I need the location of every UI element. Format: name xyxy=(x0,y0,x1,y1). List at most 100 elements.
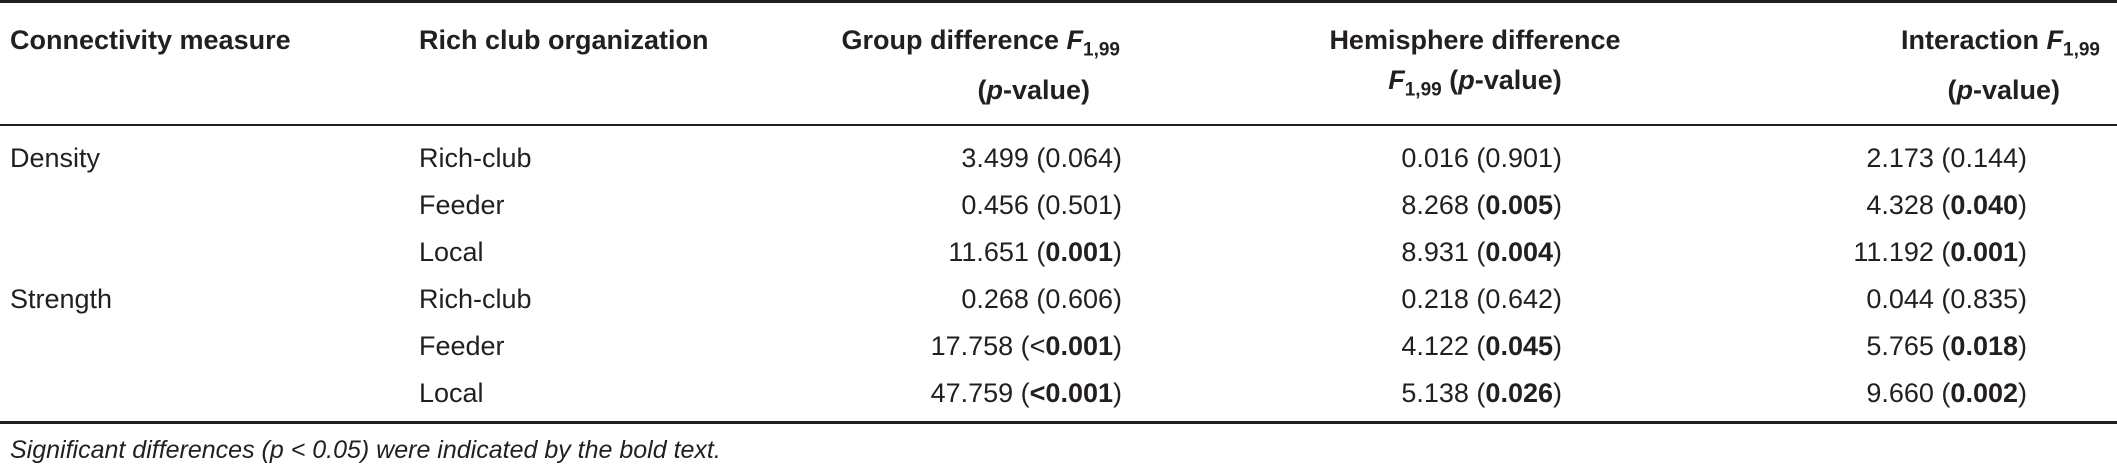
table-row: Feeder 17.758 (<0.001) 4.122 (0.045) 5.765 … xyxy=(0,323,2117,370)
table-top-rule xyxy=(0,0,2117,3)
organization-cell: Local xyxy=(419,237,484,267)
header-connectivity-measure: Connectivity measure xyxy=(10,20,291,60)
p-value: 0.018 xyxy=(1950,331,2018,361)
p-value: 0.144 xyxy=(1950,143,2018,173)
interaction-cell: 0.044 (0.835) xyxy=(1866,276,2027,323)
header-col3-subscript: 1,99 xyxy=(1083,39,1120,61)
f-statistic: 0.218 ( xyxy=(1401,284,1486,314)
header-col3-line1: Group difference F1,99 xyxy=(720,20,1120,70)
f-statistic: 2.173 ( xyxy=(1866,143,1951,173)
p-value: 0.501 xyxy=(1045,190,1113,220)
f-statistic: 4.328 ( xyxy=(1866,190,1951,220)
close-paren: ) xyxy=(2018,331,2027,361)
p-value: 0.606 xyxy=(1045,284,1113,314)
close-paren: ) xyxy=(1553,237,1562,267)
table-footnote: Significant differences (p < 0.05) were … xyxy=(10,436,721,464)
close-paren: ) xyxy=(1113,190,1122,220)
table-header-rule xyxy=(0,124,2117,126)
close-paren: ) xyxy=(1553,378,1562,408)
hemisphere-difference-cell: 5.138 (0.026) xyxy=(1401,370,1562,417)
interaction-cell: 4.328 (0.040) xyxy=(1866,182,2027,229)
organization-cell: Feeder xyxy=(419,190,505,220)
group-difference-cell: 3.499 (0.064) xyxy=(961,135,1122,182)
measure-cell: Strength xyxy=(10,284,113,314)
close-paren: ) xyxy=(2018,284,2027,314)
group-difference-cell: 0.268 (0.606) xyxy=(961,276,1122,323)
header-interaction: Interaction F1,99 (p-value) xyxy=(1700,20,2100,110)
f-statistic: 11.651 ( xyxy=(948,237,1046,267)
table-row: Feeder 0.456 (0.501) 8.268 (0.005) 4.328 (0… xyxy=(0,182,2117,229)
p-value: 0.005 xyxy=(1485,190,1553,220)
close-paren: ) xyxy=(1553,190,1562,220)
f-statistic: 4.122 ( xyxy=(1401,331,1486,361)
interaction-cell: 11.192 (0.001) xyxy=(1853,229,2027,276)
close-paren: ) xyxy=(1113,378,1122,408)
header-col3-pvalue: -value) xyxy=(1002,75,1090,106)
header-col2-label: Rich club organization xyxy=(419,25,709,55)
close-paren: ) xyxy=(1113,284,1122,314)
group-difference-cell: 17.758 (<0.001) xyxy=(931,323,1122,370)
header-col3-f-symbol: F xyxy=(1066,25,1084,55)
p-value: 0.040 xyxy=(1950,190,2018,220)
header-col3-prefix: Group difference xyxy=(841,25,1067,55)
p-value: 0.835 xyxy=(1950,284,2018,314)
header-col5-line1: Interaction F1,99 xyxy=(1700,20,2100,70)
p-value: 0.001 xyxy=(1045,237,1113,267)
p-value: 0.642 xyxy=(1485,284,1553,314)
header-rich-club-organization: Rich club organization xyxy=(419,20,709,60)
group-difference-cell: 11.651 (0.001) xyxy=(948,229,1122,276)
hemisphere-difference-cell: 8.268 (0.005) xyxy=(1401,182,1562,229)
table-row: Strength Rich-club 0.268 (0.606) 0.218 (0.6… xyxy=(0,276,2117,323)
organization-cell: Rich-club xyxy=(419,143,532,173)
hemisphere-difference-cell: 8.931 (0.004) xyxy=(1401,229,1562,276)
f-statistic: 5.765 ( xyxy=(1866,331,1951,361)
close-paren: ) xyxy=(1113,143,1122,173)
p-value: 0.001 xyxy=(1950,237,2018,267)
organization-cell: Rich-club xyxy=(419,284,532,314)
header-col4-subscript: 1,99 xyxy=(1404,79,1442,101)
header-col4-line1: Hemisphere difference xyxy=(1329,25,1621,55)
measure-cell: Density xyxy=(10,143,101,173)
f-statistic: 0.044 ( xyxy=(1866,284,1951,314)
header-col5-line2: (p-value) xyxy=(1947,75,2060,106)
table-row: Density Rich-club 3.499 (0.064) 0.016 (0.90… xyxy=(0,135,2117,182)
close-paren: ) xyxy=(1113,237,1122,267)
close-paren: ) xyxy=(2018,190,2027,220)
f-statistic: 47.759 ( xyxy=(930,378,1030,408)
interaction-cell: 2.173 (0.144) xyxy=(1866,135,2027,182)
group-difference-cell: 0.456 (0.501) xyxy=(961,182,1122,229)
table-bottom-rule xyxy=(0,421,2117,424)
header-group-difference: Group difference F1,99 (p-value) xyxy=(720,20,1120,110)
f-statistic: 0.016 ( xyxy=(1401,143,1486,173)
p-value: <0.001 xyxy=(1029,378,1113,408)
header-hemisphere-difference: Hemisphere difference F1,99 (p-value) xyxy=(1290,20,1660,110)
hemisphere-difference-cell: 0.016 (0.901) xyxy=(1401,135,1562,182)
f-statistic: 0.268 ( xyxy=(961,284,1046,314)
f-statistic: 11.192 ( xyxy=(1853,237,1951,267)
close-paren: ) xyxy=(1113,331,1122,361)
close-paren: ) xyxy=(2018,378,2027,408)
p-value: 0.045 xyxy=(1485,331,1553,361)
close-paren: ) xyxy=(1553,143,1562,173)
hemisphere-difference-cell: 4.122 (0.045) xyxy=(1401,323,1562,370)
interaction-cell: 9.660 (0.002) xyxy=(1866,370,2027,417)
table-row: Local 11.651 (0.001) 8.931 (0.004) 11.192 (… xyxy=(0,229,2117,276)
header-col5-prefix: Interaction xyxy=(1900,25,2047,55)
p-value: 0.004 xyxy=(1485,237,1553,267)
close-paren: ) xyxy=(1553,284,1562,314)
close-paren: ) xyxy=(2018,143,2027,173)
header-col4-f-symbol: F xyxy=(1388,65,1405,95)
f-statistic: 17.758 (< xyxy=(930,331,1046,361)
header-col4-line2: F1,99 (p-value) xyxy=(1388,65,1562,101)
f-statistic: 3.499 ( xyxy=(961,143,1046,173)
organization-cell: Feeder xyxy=(419,331,505,361)
f-statistic: 5.138 ( xyxy=(1401,378,1486,408)
group-difference-cell: 47.759 (<0.001) xyxy=(931,370,1122,417)
hemisphere-difference-cell: 0.218 (0.642) xyxy=(1401,276,1562,323)
p-value: 0.064 xyxy=(1045,143,1113,173)
p-value: 0.002 xyxy=(1950,378,2018,408)
f-statistic: 0.456 ( xyxy=(961,190,1046,220)
close-paren: ) xyxy=(2018,237,2027,267)
header-col3-line2: (p-value) xyxy=(977,75,1090,106)
p-value: 0.901 xyxy=(1485,143,1553,173)
